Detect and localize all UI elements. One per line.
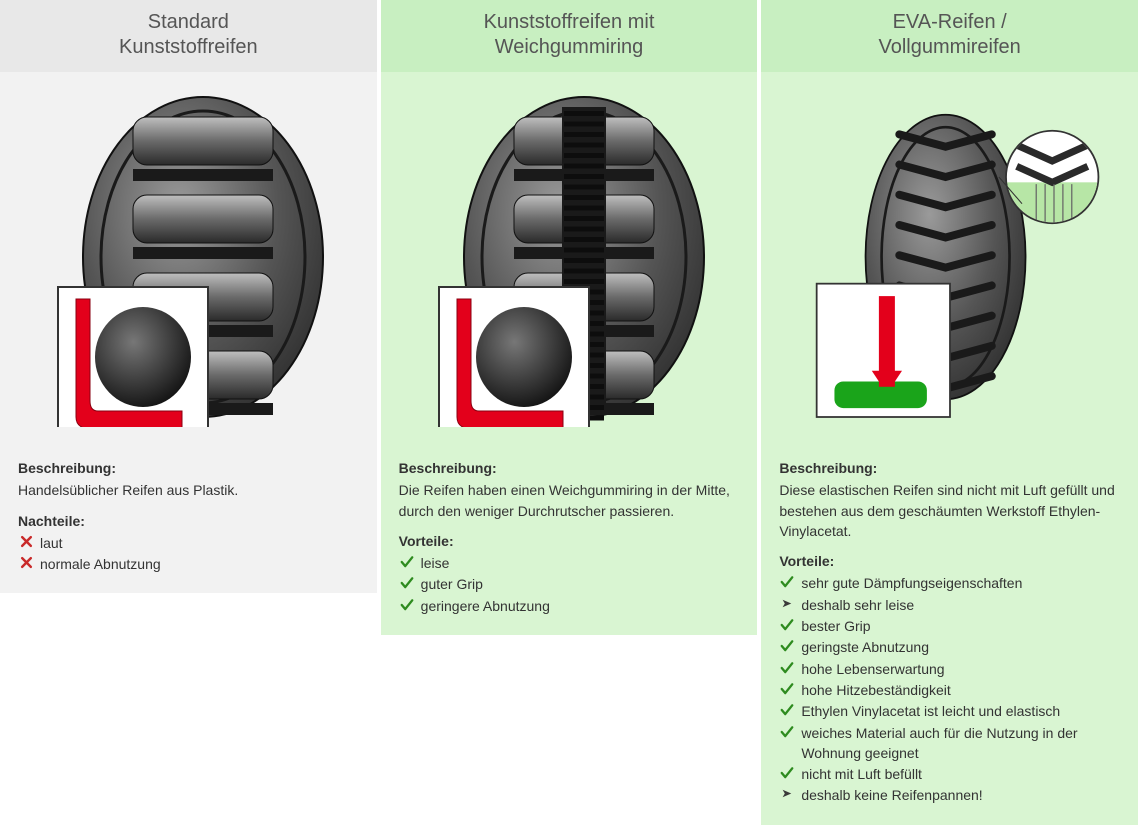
check-icon	[399, 598, 415, 612]
list-item: deshalb sehr leise	[779, 595, 1120, 615]
description-text: Diese elastischen Reifen sind nicht mit …	[779, 480, 1120, 541]
list-item-text: normale Abnutzung	[40, 554, 161, 574]
list-item-text: guter Grip	[421, 574, 483, 594]
title-line1: EVA-Reifen /	[893, 11, 1007, 33]
list-item-text: geringere Abnutzung	[421, 596, 550, 616]
check-icon	[779, 618, 795, 632]
description-text: Handelsüblicher Reifen aus Plastik.	[18, 480, 359, 500]
tire-illustration	[409, 87, 729, 427]
check-icon	[779, 639, 795, 653]
title-line1: Standard	[148, 11, 229, 33]
check-icon	[399, 555, 415, 569]
description-label: Beschreibung:	[399, 458, 740, 478]
list-item-text: weiches Material auch für die Nutzung in…	[801, 723, 1120, 764]
list-item-text: hohe Hitzebeständigkeit	[801, 680, 950, 700]
column-title: Standard Kunststoffreifen	[0, 0, 377, 72]
list-item: geringere Abnutzung	[399, 596, 740, 616]
list-item: sehr gute Dämpfungseigenschaften	[779, 573, 1120, 593]
list-item: hohe Hitzebeständigkeit	[779, 680, 1120, 700]
list-a-label: Vorteile:	[779, 551, 1120, 571]
list-item: laut	[18, 533, 359, 553]
cross-icon	[18, 535, 34, 548]
tire-image-box	[761, 72, 1138, 442]
list-item: Ethylen Vinylacetat ist leicht und elast…	[779, 701, 1120, 721]
details-box: Beschreibung:Die Reifen haben einen Weic…	[381, 442, 758, 635]
list-item-text: deshalb keine Reifenpannen!	[801, 785, 982, 805]
list-item-text: Ethylen Vinylacetat ist leicht und elast…	[801, 701, 1060, 721]
column-eva: EVA-Reifen / Vollgummireifen	[761, 0, 1138, 825]
check-icon	[779, 725, 795, 739]
list-item: nicht mit Luft befüllt	[779, 764, 1120, 784]
title-line2: Kunststoffreifen	[119, 36, 258, 58]
column-standard: Standard Kunststoffreifen	[0, 0, 377, 825]
check-icon	[779, 661, 795, 675]
list-item-text: hohe Lebenserwartung	[801, 659, 944, 679]
list-item-text: bester Grip	[801, 616, 870, 636]
list-item-text: nicht mit Luft befüllt	[801, 764, 922, 784]
list-a-label: Nachteile:	[18, 511, 359, 531]
list-item: bester Grip	[779, 616, 1120, 636]
tire-illustration	[28, 87, 348, 427]
description-text: Die Reifen haben einen Weichgummiring in…	[399, 480, 740, 521]
check-icon	[779, 766, 795, 780]
list-item: deshalb keine Reifenpannen!	[779, 785, 1120, 805]
check-icon	[779, 575, 795, 589]
list-item: normale Abnutzung	[18, 554, 359, 574]
title-line2: Weichgummiring	[495, 36, 644, 58]
column-title: EVA-Reifen / Vollgummireifen	[761, 0, 1138, 72]
details-box: Beschreibung:Diese elastischen Reifen si…	[761, 442, 1138, 825]
check-icon	[399, 576, 415, 590]
list-item-text: sehr gute Dämpfungseigenschaften	[801, 573, 1022, 593]
tire-image-box	[0, 72, 377, 442]
list-item-text: laut	[40, 533, 63, 553]
title-line1: Kunststoffreifen mit	[484, 11, 655, 33]
arrow-icon	[779, 597, 795, 610]
column-title: Kunststoffreifen mit Weichgummiring	[381, 0, 758, 72]
description-label: Beschreibung:	[18, 458, 359, 478]
tire-image-box	[381, 72, 758, 442]
description-label: Beschreibung:	[779, 458, 1120, 478]
details-box: Beschreibung:Handelsüblicher Reifen aus …	[0, 442, 377, 593]
list-item: geringste Abnutzung	[779, 637, 1120, 657]
tire-illustration	[790, 87, 1110, 427]
comparison-grid: Standard Kunststoffreifen	[0, 0, 1138, 825]
list-item-text: deshalb sehr leise	[801, 595, 914, 615]
list-item: leise	[399, 553, 740, 573]
list-item-text: leise	[421, 553, 450, 573]
title-line2: Vollgummireifen	[879, 36, 1021, 58]
column-weichgummi: Kunststoffreifen mit Weichgummiring	[381, 0, 758, 825]
list-a-label: Vorteile:	[399, 531, 740, 551]
list-item: weiches Material auch für die Nutzung in…	[779, 723, 1120, 764]
list-item: hohe Lebenserwartung	[779, 659, 1120, 679]
cross-icon	[18, 556, 34, 569]
check-icon	[779, 682, 795, 696]
list-item: guter Grip	[399, 574, 740, 594]
list-item-text: geringste Abnutzung	[801, 637, 929, 657]
check-icon	[779, 703, 795, 717]
